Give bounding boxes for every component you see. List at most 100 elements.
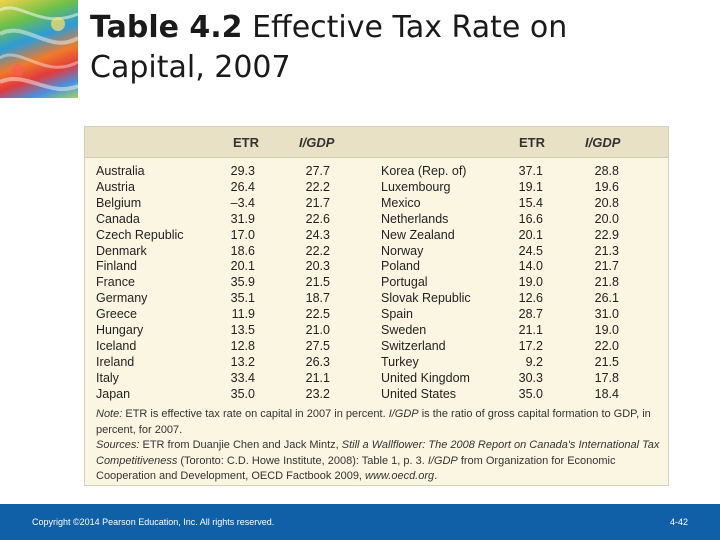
country-name: Turkey (381, 354, 419, 369)
igdp-value: 17.8 (594, 370, 619, 385)
etr-value: 18.6 (230, 243, 255, 258)
sources-text-c: from Organization for Economic Cooperati… (96, 454, 616, 483)
decorative-color-strip (0, 0, 78, 98)
etr-value: 20.1 (230, 259, 255, 274)
etr-value: 35.1 (230, 291, 255, 306)
igdp-value: 23.2 (305, 386, 330, 401)
igdp-value: 27.7 (305, 164, 330, 178)
country-name: New Zealand (381, 227, 455, 242)
etr-value: 17.0 (230, 227, 255, 242)
etr-value: 13.2 (230, 354, 255, 369)
country-name: Italy (96, 370, 119, 385)
igdp-value: 22.5 (305, 307, 330, 322)
country-name: Iceland (96, 338, 137, 353)
etr-value: 26.4 (230, 179, 255, 194)
igdp-value: 26.3 (305, 354, 330, 369)
country-name: Slovak Republic (381, 291, 471, 306)
igdp-value: 19.6 (594, 179, 619, 194)
table-row: Greece 11.9 22.5 Spain 28.7 31.0 (85, 307, 668, 323)
header-igdp-right: I/GDP (585, 135, 621, 150)
etr-value: 14.0 (518, 259, 543, 274)
etr-value: 28.7 (518, 307, 543, 322)
sources-url: www.oecd.org (365, 470, 435, 482)
etr-value: 21.1 (518, 323, 543, 337)
note-igdp: I/GDP (388, 408, 419, 420)
igdp-value: 18.4 (594, 386, 619, 401)
etr-value: 33.4 (230, 370, 255, 385)
etr-value: 9.2 (525, 354, 543, 369)
igdp-value: 24.3 (305, 227, 330, 242)
footer-bar: Copyright ©2014 Pearson Education, Inc. … (0, 504, 720, 540)
country-name: Korea (Rep. of) (381, 164, 467, 178)
table-row: Italy 33.4 21.1 United Kingdom 30.3 17.8 (85, 371, 668, 387)
country-name: France (96, 275, 135, 290)
etr-value: 35.9 (230, 275, 255, 290)
sources-igdp: I/GDP (427, 454, 458, 467)
country-name: Hungary (96, 323, 144, 337)
table-row: Czech Republic 17.0 24.3 New Zealand 20.1 22.… (85, 228, 668, 244)
etr-value: 12.6 (518, 291, 543, 306)
igdp-value: 21.8 (594, 275, 619, 290)
igdp-value: 21.1 (305, 370, 330, 385)
tax-rate-table: ETR I/GDP ETR I/GDP Australia 29.3 27.7 Kor… (84, 126, 669, 486)
table-row: Ireland 13.2 26.3 Turkey 9.2 21.5 (85, 355, 668, 371)
country-name: Greece (96, 307, 137, 322)
igdp-value: 22.2 (305, 179, 330, 194)
country-name: Germany (96, 291, 148, 306)
etr-value: 30.3 (518, 370, 543, 385)
etr-value: 19.0 (518, 275, 543, 290)
etr-value: 20.1 (518, 227, 543, 242)
country-name: Belgium (96, 195, 142, 210)
country-name: Luxembourg (381, 179, 451, 194)
note-label: Note: (96, 408, 123, 420)
country-name: Netherlands (381, 211, 449, 226)
table-row: Iceland 12.8 27.5 Switzerland 17.2 22.0 (85, 339, 668, 355)
title-rest: Effective Tax Rate on Capital, 2007 (90, 10, 568, 85)
country-name: Spain (381, 307, 413, 322)
sources-text-b: (Toronto: C.D. Howe Institute, 2008): Ta… (177, 454, 428, 467)
igdp-value: 21.3 (594, 243, 619, 258)
etr-value: 31.9 (230, 211, 255, 226)
header-etr-right: ETR (519, 135, 545, 150)
etr-value: 35.0 (230, 386, 255, 401)
etr-value: 24.5 (518, 243, 543, 258)
etr-value: 12.8 (230, 338, 255, 353)
igdp-value: 18.7 (305, 291, 330, 306)
country-name: Portugal (381, 275, 428, 290)
etr-value: 19.1 (518, 179, 543, 194)
igdp-value: 20.3 (305, 259, 330, 274)
igdp-value: 20.0 (594, 211, 619, 226)
table-row: Denmark 18.6 22.2 Norway 24.5 21.3 (85, 244, 668, 260)
note-text-b: is the ratio of gross capital formation … (96, 408, 651, 436)
igdp-value: 20.8 (594, 195, 619, 210)
table-row: Belgium –3.4 21.7 Mexico 15.4 20.8 (85, 196, 668, 212)
igdp-value: 31.0 (594, 307, 619, 322)
igdp-value: 19.0 (594, 323, 619, 337)
etr-value: 35.0 (518, 386, 543, 401)
sources-label: Sources: (96, 439, 140, 451)
header-igdp-left: I/GDP (299, 135, 335, 150)
page-number: 4-42 (669, 517, 688, 527)
sources-text-a: ETR from Duanjie Chen and Jack Mintz, (139, 439, 342, 451)
table-row: France 35.9 21.5 Portugal 19.0 21.8 (85, 275, 668, 291)
country-name: Canada (96, 211, 140, 226)
igdp-value: 22.6 (305, 211, 330, 226)
table-note: Note: ETR is effective tax rate on capit… (96, 407, 661, 485)
igdp-value: 21.7 (305, 195, 330, 210)
etr-value: 13.5 (230, 323, 255, 337)
igdp-value: 22.2 (305, 243, 330, 258)
etr-value: –3.4 (230, 195, 255, 210)
igdp-value: 22.9 (594, 227, 619, 242)
igdp-value: 21.5 (594, 354, 619, 369)
copyright-text: Copyright ©2014 Pearson Education, Inc. … (32, 517, 275, 527)
country-name: Denmark (96, 243, 147, 258)
igdp-value: 21.7 (594, 259, 619, 274)
table-header: ETR I/GDP ETR I/GDP (85, 127, 668, 158)
igdp-value: 22.0 (594, 338, 619, 353)
country-name: United Kingdom (381, 370, 470, 385)
country-name: Australia (96, 164, 145, 178)
sources-end: . (434, 470, 438, 482)
etr-value: 11.9 (231, 307, 255, 322)
title-bold: Table 4.2 (90, 10, 243, 45)
igdp-value: 27.5 (305, 338, 330, 353)
